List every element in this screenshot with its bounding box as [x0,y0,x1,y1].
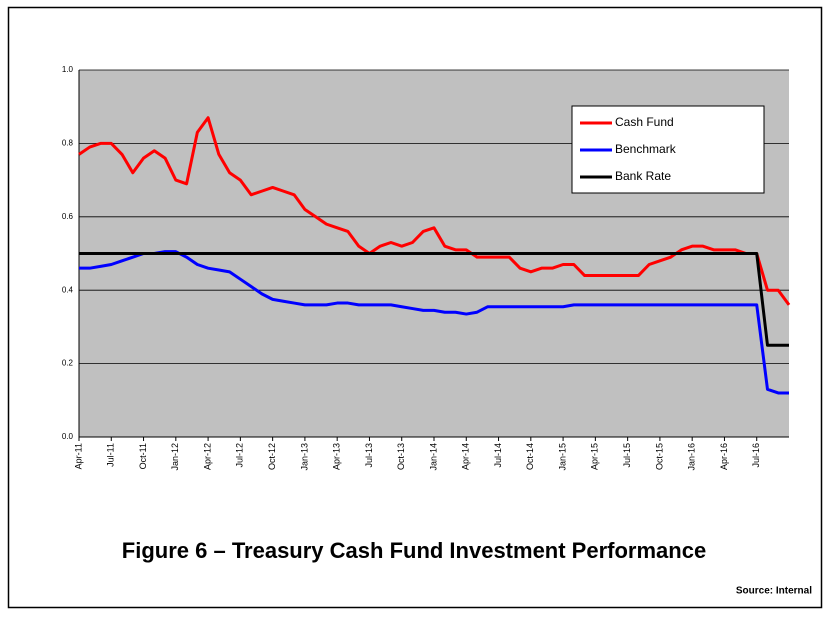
x-tick-label: Apr-14 [461,443,471,470]
line-series [79,250,789,395]
x-tick-label: Oct-11 [138,443,148,469]
x-tick-label: Oct-12 [267,443,277,470]
source-note: Source: Internal [736,586,812,597]
x-tick-label: Apr-13 [332,443,342,470]
y-tick-label: 0.4 [62,285,74,294]
legend-label: Benchmark [615,142,677,156]
x-tick-label: Jul-13 [364,443,374,468]
x-tick-label: Jan-15 [557,443,567,471]
x-tick-label: Jan-14 [428,443,438,471]
x-tick-label: Jul-11 [106,443,116,467]
legend-label: Cash Fund [615,115,674,129]
x-tick-label: Apr-16 [719,443,729,470]
line-series [79,252,789,347]
x-tick-label: Jul-15 [622,443,632,468]
x-tick-label: Apr-15 [590,443,600,470]
x-tick-label: Oct-13 [396,443,406,470]
x-tick-label: Oct-14 [525,443,535,470]
y-tick-label: 0.6 [62,212,74,221]
x-tick-label: Jan-16 [687,443,697,471]
x-tick-label: Jan-12 [170,443,180,471]
y-tick-label: 1.0 [62,65,74,74]
x-tick-label: Jul-14 [493,443,503,468]
x-tick-label: Jul-12 [235,443,245,468]
x-tick-label: Oct-15 [654,443,664,470]
y-tick-label: 0.2 [62,359,74,368]
chart-title: Figure 6 – Treasury Cash Fund Investment… [122,538,706,563]
x-tick-label: Apr-11 [73,443,83,469]
x-tick-label: Jul-16 [751,443,761,468]
line-series [78,116,791,306]
x-tick-label: Jan-13 [299,443,309,471]
y-tick-label: 0.8 [62,139,74,148]
x-tick-label: Apr-12 [202,443,212,470]
legend-label: Bank Rate [615,169,671,183]
y-tick-label: 0.0 [62,432,74,441]
